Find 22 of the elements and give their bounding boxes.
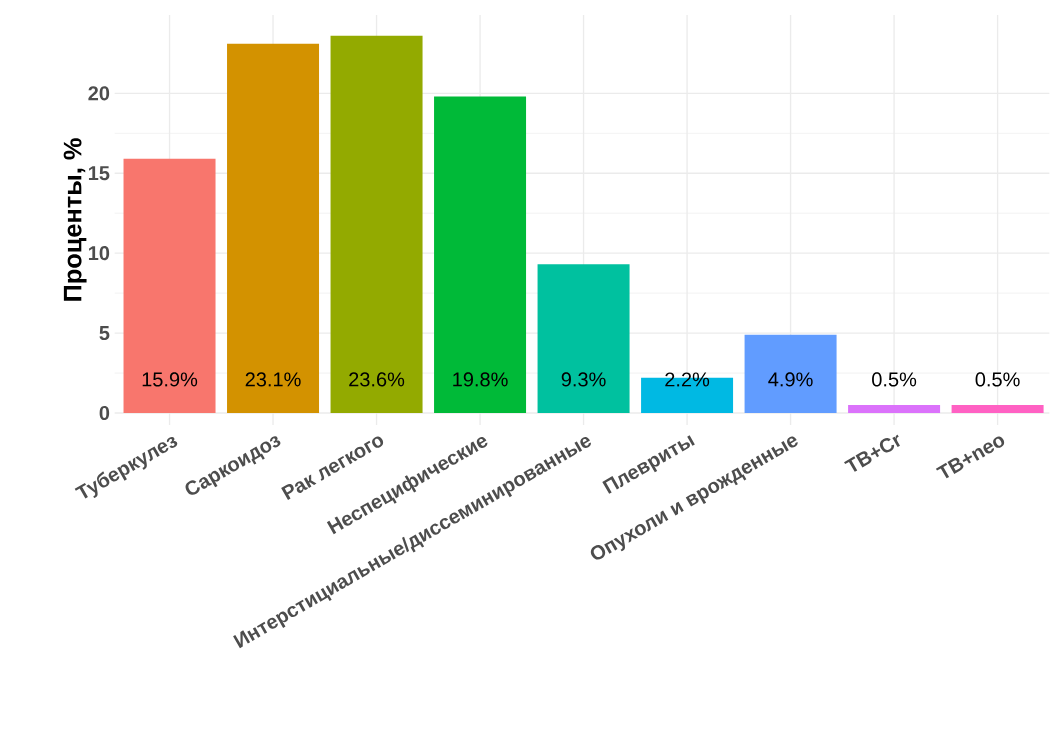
bar bbox=[227, 43, 320, 414]
data-label: 23.1% bbox=[245, 372, 301, 387]
bar bbox=[434, 96, 527, 414]
data-label: 19.8% bbox=[453, 372, 508, 387]
data-label: 0.5% bbox=[872, 372, 917, 387]
y-tick-label: 10 bbox=[88, 246, 110, 261]
y-tick-label: 0 bbox=[99, 405, 110, 421]
bar bbox=[951, 405, 1044, 414]
y-tick-label: 20 bbox=[88, 86, 110, 101]
data-label: 9.3% bbox=[561, 372, 606, 387]
bar bbox=[330, 35, 423, 414]
data-label: 23.6% bbox=[349, 372, 405, 387]
y-tick-label: 5 bbox=[99, 326, 110, 341]
bar bbox=[848, 405, 941, 414]
bar bbox=[744, 334, 837, 414]
bar bbox=[123, 158, 216, 414]
y-axis-title: Проценты, % bbox=[63, 138, 87, 301]
data-label: 4.9% bbox=[768, 372, 813, 387]
bar bbox=[537, 264, 630, 414]
data-label: 0.5% bbox=[975, 372, 1020, 387]
data-label: 15.9% bbox=[142, 372, 198, 387]
y-tick-label: 15 bbox=[88, 166, 110, 181]
